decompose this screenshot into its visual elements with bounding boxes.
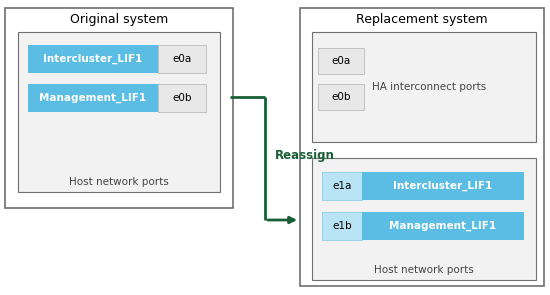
Text: Original system: Original system <box>70 14 168 27</box>
Bar <box>318 48 364 74</box>
Text: e0b: e0b <box>172 93 192 103</box>
Bar <box>322 212 362 240</box>
Text: Host network ports: Host network ports <box>69 177 169 187</box>
Bar <box>362 212 524 240</box>
Bar <box>28 45 158 73</box>
Text: e1b: e1b <box>332 221 352 231</box>
Text: Replacement system: Replacement system <box>356 14 488 27</box>
Bar <box>18 32 220 192</box>
Bar <box>158 45 206 73</box>
Bar <box>362 172 524 200</box>
Bar <box>5 8 233 208</box>
Text: e0b: e0b <box>331 92 351 102</box>
Bar <box>28 84 158 112</box>
Text: e0a: e0a <box>331 56 351 66</box>
Bar <box>158 84 206 112</box>
Text: Intercluster_LIF1: Intercluster_LIF1 <box>43 54 142 64</box>
Bar <box>300 8 544 286</box>
Text: e0a: e0a <box>172 54 191 64</box>
Text: e1a: e1a <box>332 181 351 191</box>
Bar <box>318 84 364 110</box>
Text: Intercluster_LIF1: Intercluster_LIF1 <box>393 181 493 191</box>
Text: Management_LIF1: Management_LIF1 <box>389 221 497 231</box>
Text: Reassign: Reassign <box>275 148 335 161</box>
Text: HA interconnect ports: HA interconnect ports <box>372 82 486 92</box>
Bar <box>322 172 362 200</box>
Bar <box>312 32 536 142</box>
Bar <box>312 158 536 280</box>
Text: Host network ports: Host network ports <box>374 265 474 275</box>
Text: Management_LIF1: Management_LIF1 <box>40 93 146 103</box>
